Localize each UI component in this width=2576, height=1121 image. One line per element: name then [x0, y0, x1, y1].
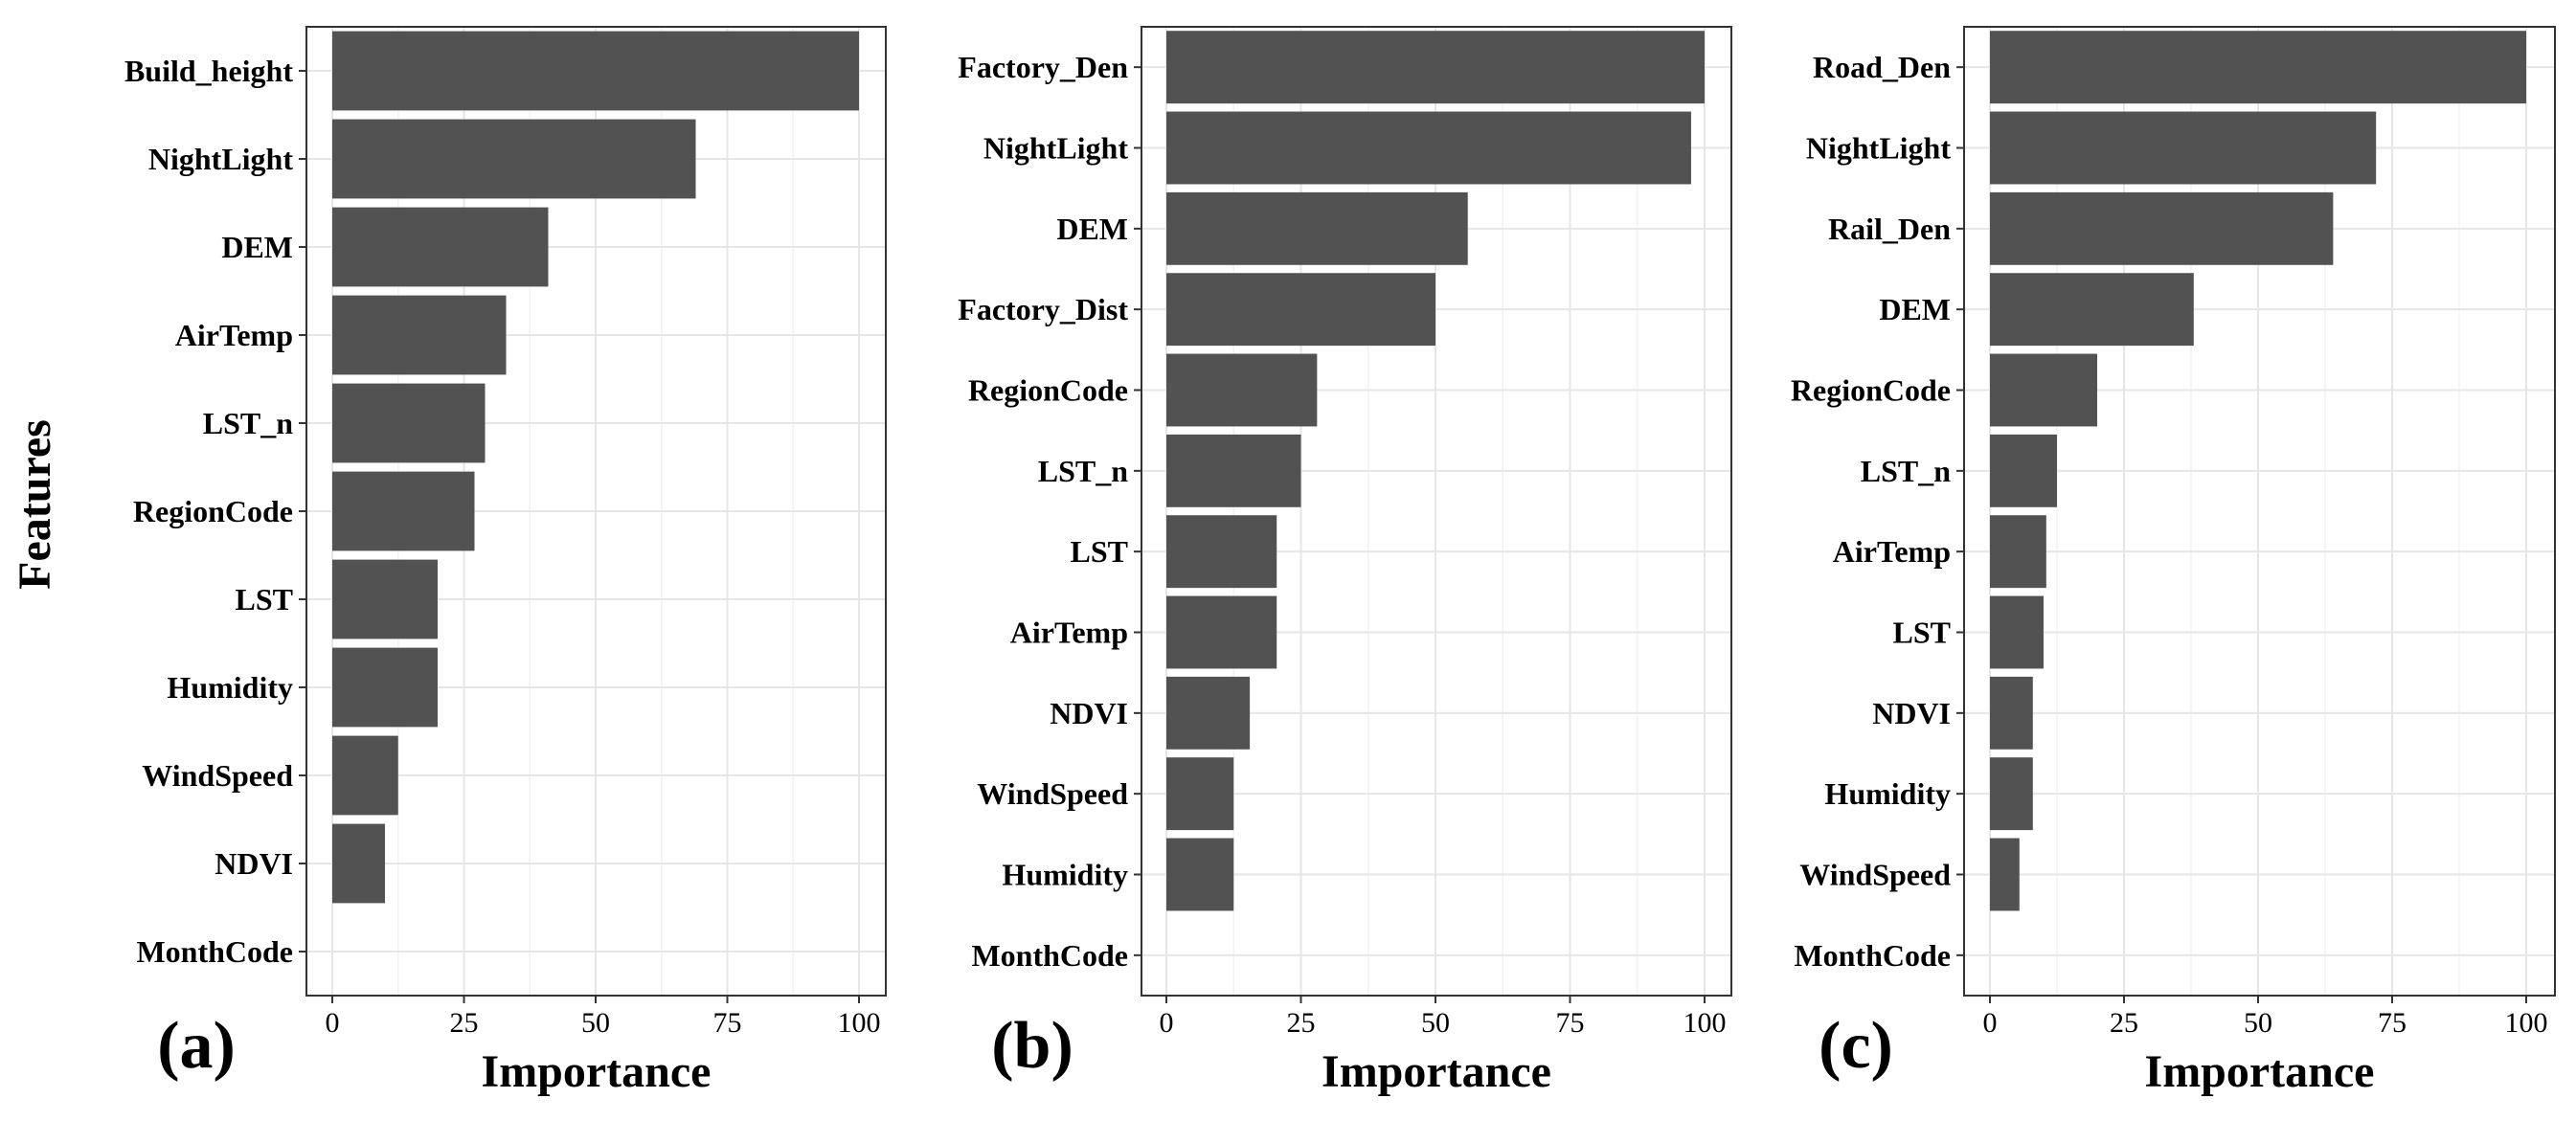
y-tick-label: RegionCode: [968, 373, 1128, 408]
y-tick-label: Road_Den: [1813, 50, 1951, 84]
y-tick-label: AirTemp: [1833, 534, 1951, 569]
bar-regioncode: [332, 471, 475, 551]
y-tick-label: AirTemp: [175, 318, 293, 352]
y-tick-label: WindSpeed: [1799, 858, 1951, 892]
x-axis-title: Importance: [482, 1046, 712, 1097]
x-tick-label: 100: [838, 1007, 881, 1039]
y-axis-title: Features: [10, 419, 60, 590]
bar-factory-den: [1166, 31, 1705, 104]
x-tick-label: 100: [1683, 1007, 1727, 1039]
bar-windspeed: [1990, 838, 2020, 911]
x-tick-label: 25: [450, 1007, 479, 1039]
x-tick-label: 0: [326, 1007, 340, 1039]
bar-road-den: [1990, 31, 2526, 104]
bar-airtemp: [1990, 515, 2046, 589]
chart-panel-a: Build_height NightLight DEM AirTemp LST_n Reg…: [124, 26, 887, 1097]
y-tick-label: RegionCode: [133, 494, 293, 528]
bar-factory-dist: [1166, 273, 1435, 347]
y-tick-label: NDVI: [215, 846, 293, 881]
y-tick-label: LST: [1071, 534, 1128, 569]
y-tick-label: LST_n: [1861, 454, 1951, 488]
y-tick-label: Factory_Den: [958, 50, 1128, 84]
x-tick-label: 50: [581, 1007, 610, 1039]
x-tick-label: 75: [713, 1007, 742, 1039]
y-tick-label: MonthCode: [136, 934, 293, 969]
bar-lst-n: [332, 383, 486, 463]
y-tick-label: NightLight: [1806, 131, 1951, 166]
chart-panel-c: Road_Den NightLight Rail_Den DEM RegionCode L…: [1791, 26, 2556, 1097]
bar-rail-den: [1990, 191, 2334, 265]
y-tick-label: AirTemp: [1010, 616, 1128, 650]
bar-lst: [332, 559, 438, 639]
bar-nightlight: [1166, 111, 1691, 185]
y-tick-label: NightLight: [148, 142, 293, 176]
y-tick-label: NightLight: [983, 131, 1128, 166]
bar-windspeed: [332, 735, 398, 816]
y-tick-label: MonthCode: [971, 938, 1128, 973]
bar-regioncode: [1166, 353, 1318, 427]
bar-ndvi: [1166, 676, 1251, 750]
bar-build-height: [332, 31, 859, 111]
bar-dem: [1166, 191, 1468, 265]
bar-windspeed: [1166, 757, 1234, 831]
y-tick-label: WindSpeed: [142, 758, 293, 793]
bar-airtemp: [332, 295, 507, 375]
bar-dem: [1990, 273, 2194, 347]
y-tick-label: RegionCode: [1791, 373, 1951, 408]
x-tick-label: 75: [1556, 1007, 1585, 1039]
bar-nightlight: [332, 119, 696, 199]
bar-lst-n: [1166, 434, 1301, 507]
y-tick-label: LST: [1893, 616, 1951, 650]
y-tick-label: WindSpeed: [977, 776, 1128, 811]
y-tick-label: Humidity: [1002, 858, 1128, 892]
bar-regioncode: [1990, 353, 2097, 427]
x-tick-label: 25: [2110, 1007, 2138, 1039]
x-tick-label: 0: [1160, 1007, 1174, 1039]
panel-label: (a): [157, 1009, 236, 1083]
y-tick-label: Build_height: [124, 54, 293, 88]
y-tick-label: LST: [236, 582, 293, 617]
y-tick-label: DEM: [1879, 292, 1951, 326]
bar-lst-n: [1990, 434, 2057, 507]
x-tick-label: 100: [2505, 1007, 2548, 1039]
y-tick-label: Factory_Dist: [958, 292, 1128, 326]
x-axis-title: Importance: [1322, 1046, 1551, 1097]
y-tick-label: LST_n: [203, 406, 293, 440]
y-tick-label: NDVI: [1872, 696, 1951, 730]
bar-dem: [332, 207, 549, 287]
panel-label: (b): [991, 1009, 1073, 1083]
x-tick-label: 50: [1421, 1007, 1450, 1039]
bar-lst: [1990, 595, 2044, 669]
x-tick-label: 75: [2378, 1007, 2407, 1039]
x-tick-label: 0: [1983, 1007, 1998, 1039]
y-tick-label: LST_n: [1038, 454, 1128, 488]
y-tick-label: Humidity: [1824, 776, 1951, 811]
bar-airtemp: [1166, 595, 1277, 669]
chart-panel-b: Factory_Den NightLight DEM Factory_Dist Regi…: [958, 26, 1732, 1097]
x-tick-label: 25: [1287, 1007, 1316, 1039]
y-tick-label: Rail_Den: [1828, 212, 1951, 246]
plot-frame: [1963, 26, 2556, 997]
y-tick-label: Humidity: [167, 670, 293, 705]
bar-humidity: [1166, 838, 1234, 911]
bar-nightlight: [1990, 111, 2377, 185]
bar-lst: [1166, 515, 1277, 589]
bar-humidity: [332, 647, 438, 728]
x-axis-title: Importance: [2145, 1046, 2375, 1097]
panel-label: (c): [1819, 1009, 1893, 1083]
panels: Build_height NightLight DEM AirTemp LST_n Reg…: [124, 26, 2556, 1097]
y-tick-label: DEM: [1056, 212, 1128, 246]
bar-ndvi: [332, 823, 385, 904]
y-tick-label: MonthCode: [1794, 938, 1951, 973]
bar-humidity: [1990, 757, 2033, 831]
y-tick-label: DEM: [221, 230, 293, 264]
y-tick-label: NDVI: [1050, 696, 1128, 730]
x-tick-label: 50: [2244, 1007, 2272, 1039]
plot-background: [1964, 27, 2555, 996]
bar-ndvi: [1990, 676, 2033, 750]
